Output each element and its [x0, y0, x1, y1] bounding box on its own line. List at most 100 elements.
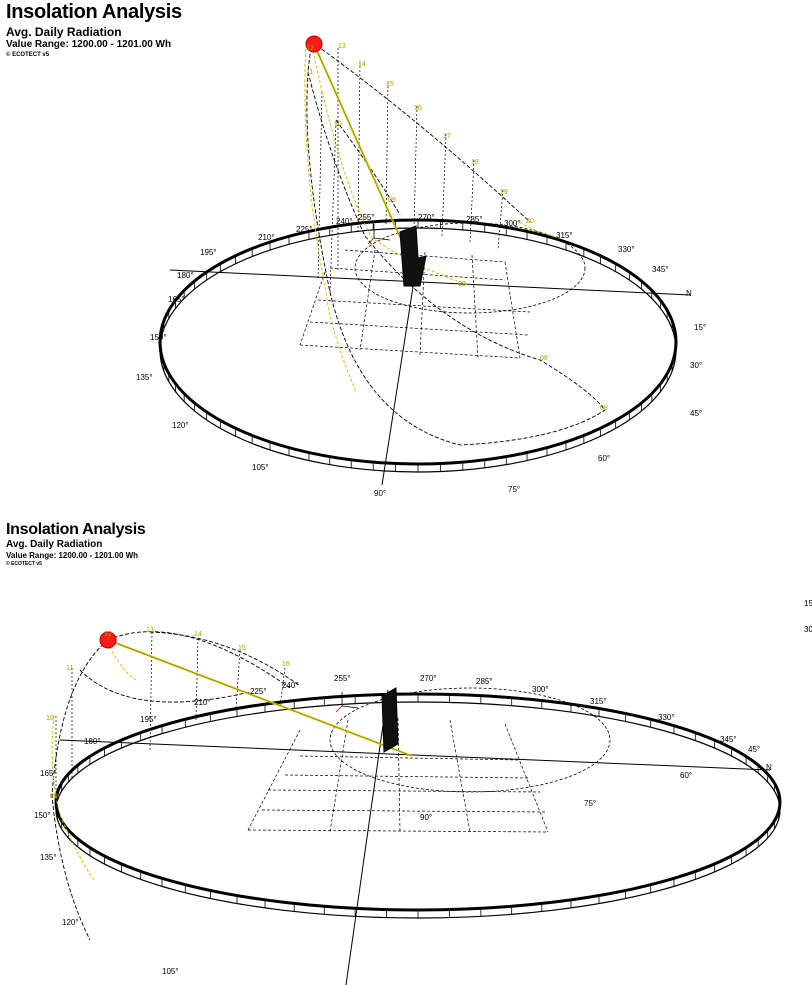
hour-label: 15: [238, 645, 246, 652]
sun-path-arc: [107, 631, 291, 689]
hour-label: 11: [306, 69, 313, 76]
hour-label: 15: [386, 81, 394, 88]
azimuth-label: 210°: [258, 233, 275, 242]
hour-label: 19: [500, 189, 508, 196]
hour-label: 20: [526, 218, 534, 225]
hour-projection-line: [149, 631, 153, 753]
ground-inner-ring: [55, 701, 781, 919]
azimuth-label: 60°: [598, 454, 610, 463]
ground-grid-line: [261, 809, 546, 813]
hour-projection-line: [195, 637, 199, 721]
hour-label: 08: [600, 405, 608, 412]
sun-icon: [99, 631, 117, 649]
hour-projection-line: [317, 91, 323, 281]
east-west-axis: [59, 739, 771, 771]
azimuth-label: 120°: [62, 918, 79, 927]
ground-grid-line: [329, 719, 349, 833]
azimuth-label: 135°: [40, 853, 57, 862]
azimuth-label: 285°: [476, 677, 493, 686]
azimuth-label: 315°: [556, 231, 573, 240]
ground-grid-line: [317, 299, 531, 313]
azimuth-label: 225°: [296, 225, 313, 234]
bottom-title: Insolation Analysis: [6, 521, 146, 538]
sun-ray-core: [107, 639, 413, 757]
gizmo-x-axis: [341, 705, 359, 709]
azimuth-label: 330°: [658, 713, 675, 722]
azimuth-label: 30°: [804, 625, 812, 634]
azimuth-label: 180°: [177, 271, 194, 280]
ground-grid-line: [419, 251, 426, 356]
azimuth-label: 165°: [168, 295, 185, 304]
azimuth-label: 105°: [162, 967, 179, 976]
top-title: Insolation Analysis: [6, 1, 182, 23]
hour-projection-line: [441, 133, 447, 237]
ground-grid-line: [359, 249, 376, 351]
analysis-surface: [381, 687, 399, 753]
azimuth-label: 75°: [584, 799, 596, 808]
hour-projection-line: [469, 159, 475, 243]
hour-label: 12: [306, 45, 314, 52]
azimuth-label: 195°: [200, 248, 217, 257]
hour-label: 16: [282, 661, 290, 668]
hour-projection-line: [235, 649, 241, 711]
azimuth-label: 345°: [720, 735, 737, 744]
hour-label: 13: [146, 627, 154, 634]
east-west-axis: [169, 269, 691, 296]
azimuth-label: 15°: [804, 599, 812, 608]
ground-grid-line: [397, 717, 401, 833]
azimuth-label: 255°: [358, 213, 375, 222]
bottom-copyright: © ECOTECT v5: [6, 561, 42, 567]
ground-grid-line: [284, 774, 529, 779]
azimuth-label: 90°: [374, 489, 386, 498]
top-value-range: Value Range: 1200.00 - 1201.00 Wh: [6, 39, 172, 50]
azimuth-label: 120°: [172, 421, 189, 430]
hour-label: 18: [471, 159, 479, 166]
analemma-curve: [311, 45, 471, 286]
azimuth-label: 270°: [420, 674, 437, 683]
hour-label: 08: [540, 355, 548, 362]
azimuth-label: 180°: [84, 737, 101, 746]
azimuth-label: 315°: [590, 697, 607, 706]
azimuth-label: 165°: [40, 769, 57, 778]
top-analysis-panel: N 60° 75° 90° 105° 120° 135° 150° 165° 180° 195° 21…: [6, 2, 706, 498]
bottom-sunpath-diagram: N 15° 30° 45° 60° 75° 90° 105° 120° 135° 150° 165° 1…: [34, 599, 812, 985]
hour-label: 09: [458, 281, 466, 288]
azimuth-label: 270°: [418, 213, 435, 222]
bottom-header: Insolation Analysis Avg. Daily Radiation…: [6, 522, 146, 567]
ground-grid-line: [299, 344, 521, 359]
hour-label: 10: [46, 715, 54, 722]
top-sunpath-diagram: N 60° 75° 90° 105° 120° 135° 150° 165° 180° 195° 21…: [136, 35, 706, 498]
hour-label: 14: [194, 631, 202, 638]
azimuth-label: 150°: [34, 811, 51, 820]
azimuth-label: 300°: [504, 219, 521, 228]
azimuth-label: 15°: [694, 323, 706, 332]
north-label: N: [686, 289, 692, 298]
sun-icon: [305, 35, 323, 53]
azimuth-label: 135°: [136, 373, 153, 382]
azimuth-label: 150°: [150, 333, 167, 342]
top-header: Insolation Analysis Avg. Daily Radiation…: [6, 2, 182, 58]
gizmo-y-axis: [367, 237, 375, 245]
sun-path-arc: [335, 119, 401, 216]
hour-label: 12: [104, 631, 112, 638]
sun-path-arc: [149, 631, 301, 687]
azimuth-label: 330°: [618, 245, 635, 254]
south-axis: [345, 689, 389, 985]
hour-projection-line: [329, 121, 337, 293]
azimuth-label: 90°: [420, 813, 432, 822]
sun-path-arc: [79, 669, 251, 703]
gizmo-y-axis: [335, 705, 343, 713]
bottom-value-range: Value Range: 1200.00 - 1201.00 Wh: [6, 551, 139, 560]
north-label: N: [766, 763, 772, 772]
hour-projection-line: [385, 81, 389, 227]
ground-grid-line: [247, 729, 301, 831]
south-axis: [381, 254, 419, 486]
analemma-curve: [519, 221, 561, 239]
azimuth-label: 195°: [140, 715, 157, 724]
ground-grid-line: [504, 261, 521, 359]
azimuth-label: 75°: [508, 485, 520, 494]
ground-grid-line: [471, 254, 479, 359]
analemma-curve: [304, 43, 357, 393]
top-subtitle: Avg. Daily Radiation: [6, 25, 122, 39]
azimuth-label: 255°: [334, 674, 351, 683]
